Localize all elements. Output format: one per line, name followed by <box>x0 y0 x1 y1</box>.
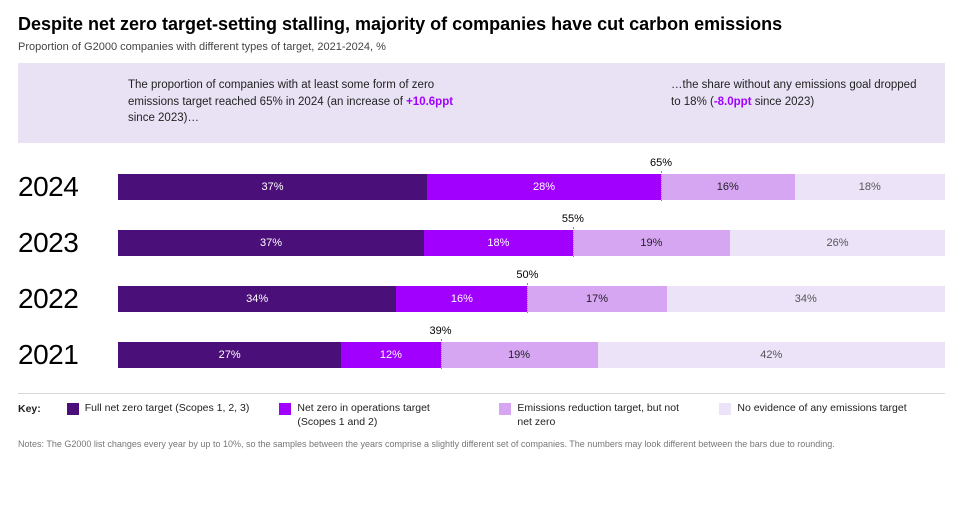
callout-left-highlight: +10.6ppt <box>406 96 453 108</box>
cumulative-label: 50% <box>516 269 538 281</box>
cumulative-label: 55% <box>562 213 584 225</box>
legend-swatch <box>67 403 79 415</box>
bar-segment: 37% <box>118 174 427 200</box>
legend-label: No evidence of any emissions target <box>737 402 906 416</box>
legend-swatch <box>719 403 731 415</box>
notes: Notes: The G2000 list changes every year… <box>18 439 945 451</box>
cumulative-label: 65% <box>650 157 672 169</box>
bar-segment: 37% <box>118 230 424 256</box>
bar-segment: 19% <box>441 342 598 368</box>
callout-right: …the share without any emissions goal dr… <box>671 77 921 127</box>
stacked-bar: 34%16%17%34%50% <box>118 286 945 312</box>
year-label: 2021 <box>18 339 118 371</box>
legend-item: Emissions reduction target, but not net … <box>499 402 689 429</box>
callout-right-post: since 2023) <box>752 96 815 108</box>
bar-segment: 28% <box>427 174 661 200</box>
callout-box: The proportion of companies with at leas… <box>18 63 945 143</box>
bar-segment: 12% <box>341 342 440 368</box>
bar-segment: 16% <box>396 286 527 312</box>
bar-segment: 18% <box>795 174 945 200</box>
stacked-bar-chart: 202437%28%16%18%65%202337%18%19%26%55%20… <box>18 153 945 381</box>
chart-title: Despite net zero target-setting stalling… <box>18 14 945 35</box>
bar-segment: 16% <box>661 174 795 200</box>
stacked-bar: 37%18%19%26%55% <box>118 230 945 256</box>
bar-segment: 18% <box>424 230 573 256</box>
bar-segment: 27% <box>118 342 341 368</box>
cumulative-marker-line <box>527 283 528 313</box>
callout-left: The proportion of companies with at leas… <box>128 77 468 127</box>
callout-right-highlight: -8.0ppt <box>714 96 752 108</box>
legend-label: Emissions reduction target, but not net … <box>517 402 689 429</box>
bar-row: 202337%18%19%26%55% <box>18 227 945 259</box>
bar-segment: 42% <box>598 342 945 368</box>
legend-swatch <box>279 403 291 415</box>
callout-left-pre: The proportion of companies with at leas… <box>128 79 434 108</box>
legend-swatch <box>499 403 511 415</box>
bar-row: 202127%12%19%42%39% <box>18 339 945 371</box>
bar-row: 202437%28%16%18%65% <box>18 171 945 203</box>
chart-subtitle: Proportion of G2000 companies with diffe… <box>18 41 945 53</box>
cumulative-marker-line <box>661 171 662 201</box>
cumulative-marker-line <box>441 339 442 369</box>
legend-item: No evidence of any emissions target <box>719 402 906 429</box>
legend-label: Net zero in operations target (Scopes 1 … <box>297 402 469 429</box>
stacked-bar: 37%28%16%18%65% <box>118 174 945 200</box>
legend-key-label: Key: <box>18 402 41 415</box>
legend-label: Full net zero target (Scopes 1, 2, 3) <box>85 402 250 416</box>
bar-segment: 34% <box>118 286 396 312</box>
bar-segment: 17% <box>527 286 666 312</box>
year-label: 2023 <box>18 227 118 259</box>
legend-item: Full net zero target (Scopes 1, 2, 3) <box>67 402 250 429</box>
cumulative-label: 39% <box>430 325 452 337</box>
year-label: 2024 <box>18 171 118 203</box>
stacked-bar: 27%12%19%42%39% <box>118 342 945 368</box>
bar-segment: 34% <box>667 286 945 312</box>
bar-segment: 19% <box>573 230 730 256</box>
legend: Key: Full net zero target (Scopes 1, 2, … <box>18 393 945 429</box>
year-label: 2022 <box>18 283 118 315</box>
bar-segment: 26% <box>730 230 945 256</box>
bar-row: 202234%16%17%34%50% <box>18 283 945 315</box>
legend-item: Net zero in operations target (Scopes 1 … <box>279 402 469 429</box>
cumulative-marker-line <box>573 227 574 257</box>
callout-left-post: since 2023)… <box>128 112 199 124</box>
